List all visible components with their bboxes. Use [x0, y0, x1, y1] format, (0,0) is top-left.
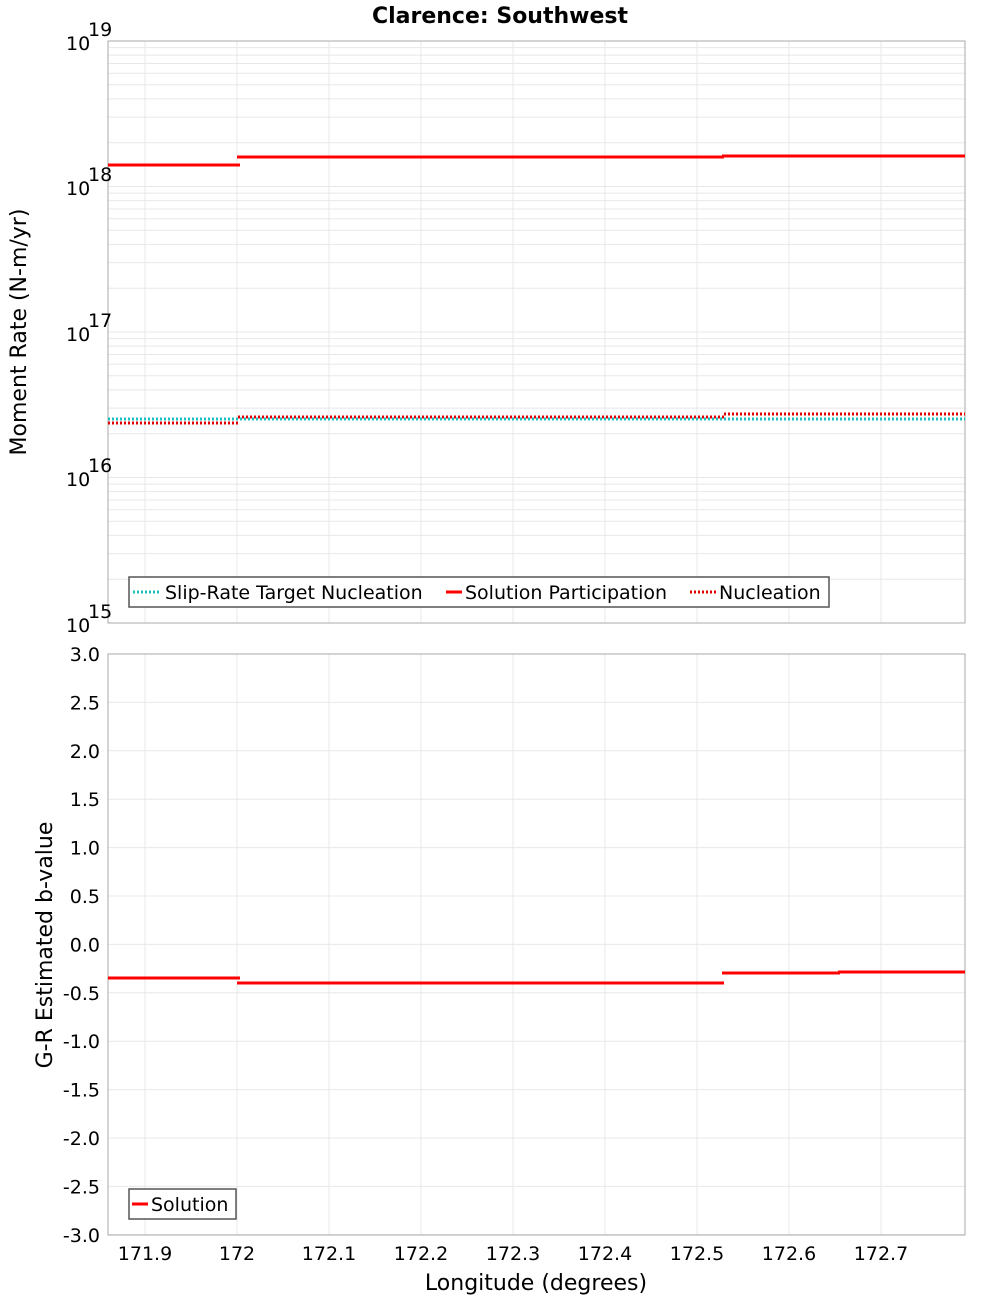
legend-target-label: Slip-Rate Target Nucleation: [165, 582, 423, 604]
xtick-label: 172.2: [394, 1243, 448, 1265]
legend-nucleation-label: Nucleation: [719, 582, 821, 604]
top-plot-frame: [107, 40, 966, 624]
xtick-label: 172.7: [854, 1243, 908, 1265]
ytick-1e16-exp: 16: [88, 455, 112, 477]
series-solution-participation: [108, 154, 965, 167]
legend-solution-label: Solution: [151, 1194, 228, 1216]
ytick-label: 1.0: [70, 838, 100, 860]
ytick-label: -3.0: [63, 1225, 100, 1247]
xtick-label: 172: [219, 1243, 255, 1265]
ytick-label: -2.0: [63, 1128, 100, 1150]
xtick-label: 172.5: [670, 1243, 724, 1265]
ytick-1e17: 10: [66, 324, 90, 346]
bottom-plot-frame: [107, 653, 966, 1236]
ytick-1e16: 10: [66, 469, 90, 491]
ytick-label: 0.0: [70, 934, 100, 956]
x-axis-label: Longitude (degrees): [425, 1271, 647, 1296]
xtick-label: 172.4: [578, 1243, 632, 1265]
top-y-axis-label: Moment Rate (N-m/yr): [7, 209, 32, 456]
top-y-ticks: 10 19 10 18 10 17 10 16 10 15: [66, 19, 112, 637]
xtick-label: 172.1: [302, 1243, 356, 1265]
xtick-label: 172.6: [762, 1243, 816, 1265]
series-nucleation: [108, 412, 965, 425]
ytick-label: 2.0: [70, 741, 100, 763]
ytick-label: 1.5: [70, 789, 100, 811]
ytick-label: -1.5: [63, 1080, 100, 1102]
bottom-y-axis-label: G-R Estimated b-value: [33, 822, 58, 1069]
ytick-1e15-exp: 15: [88, 601, 112, 623]
ytick-label: -0.5: [63, 983, 100, 1005]
ytick-1e19: 10: [66, 33, 90, 55]
legend-solution-label: Solution Participation: [465, 582, 667, 604]
ytick-label: -1.0: [63, 1031, 100, 1053]
ytick-1e18-exp: 18: [88, 164, 112, 186]
chart-title: Clarence: Southwest: [372, 4, 629, 29]
x-ticks: 171.9 172 172.1 172.2 172.3 172.4 172.5 172.6 17…: [118, 1243, 908, 1265]
ytick-label: 3.0: [70, 644, 100, 666]
bottom-plot: 3.0 2.5 2.0 1.5 1.0 0.5 0.0 -0.5 -1.0 -1.5 -2.0 -2.…: [33, 644, 966, 1296]
ytick-label: 0.5: [70, 886, 100, 908]
series-solution-b-value: [108, 970, 965, 985]
bottom-y-ticks: 3.0 2.5 2.0 1.5 1.0 0.5 0.0 -0.5 -1.0 -1.5 -2.0 -2.…: [63, 644, 100, 1247]
xtick-label: 171.9: [118, 1243, 172, 1265]
ytick-1e15: 10: [66, 615, 90, 637]
ytick-1e17-exp: 17: [88, 310, 112, 332]
bottom-legend: Solution: [128, 1188, 237, 1220]
xtick-label: 172.3: [486, 1243, 540, 1265]
ytick-1e18: 10: [66, 178, 90, 200]
ytick-label: 2.5: [70, 692, 100, 714]
top-grid: [108, 41, 965, 624]
top-legend: Slip-Rate Target Nucleation Solution Par…: [128, 576, 830, 608]
ytick-label: -2.5: [63, 1176, 100, 1198]
top-plot: 10 19 10 18 10 17 10 16 10 15 Moment Rat…: [7, 19, 966, 637]
ytick-1e19-exp: 19: [88, 19, 112, 41]
